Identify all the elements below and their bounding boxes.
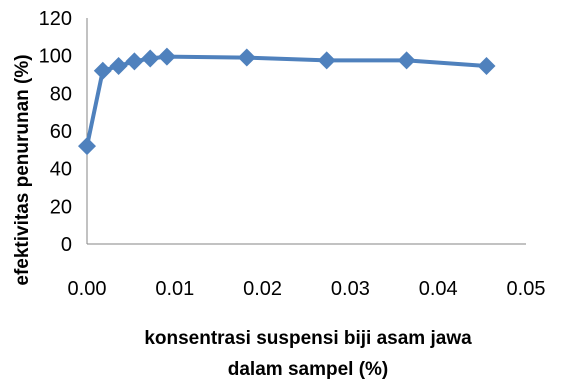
x-tick-label: 0.01 (155, 278, 194, 300)
data-point-marker (237, 48, 256, 67)
data-point-marker (397, 51, 416, 70)
y-tick-label: 100 (39, 46, 72, 68)
series-layer (78, 47, 496, 156)
x-tick-label: 0.00 (68, 278, 107, 300)
data-point-marker (157, 47, 176, 66)
x-tick-label: 0.02 (243, 278, 282, 300)
x-tick-label: 0.04 (419, 278, 458, 300)
data-point-marker (78, 137, 96, 156)
data-point-marker (125, 52, 144, 71)
y-tick-label: 0 (61, 234, 72, 256)
series-line (85, 54, 487, 147)
x-axis-title-line-2: dalam sampel (%) (228, 359, 389, 380)
data-point-marker (477, 57, 496, 76)
data-point-marker (141, 49, 160, 68)
data-point-marker (317, 51, 336, 70)
y-tick-label: 20 (50, 196, 72, 218)
x-axis-title-line-1: konsentrasi suspensi biji asam jawa (144, 328, 472, 349)
y-tick-labels: 0 20 40 60 80 100 120 (39, 8, 72, 256)
x-tick-labels: 0.00 0.01 0.02 0.03 0.04 0.05 (68, 278, 546, 300)
y-tick-label: 60 (50, 121, 72, 143)
data-point-marker (93, 61, 112, 80)
x-tick-label: 0.03 (331, 278, 370, 300)
y-axis-title: efektivitas penurunan (%) (12, 54, 33, 285)
data-point-marker (109, 57, 128, 76)
y-tick-label: 120 (39, 8, 72, 30)
y-tick-label: 80 (50, 83, 72, 105)
x-tick-label: 0.05 (507, 278, 546, 300)
y-tick-label: 40 (50, 159, 72, 181)
